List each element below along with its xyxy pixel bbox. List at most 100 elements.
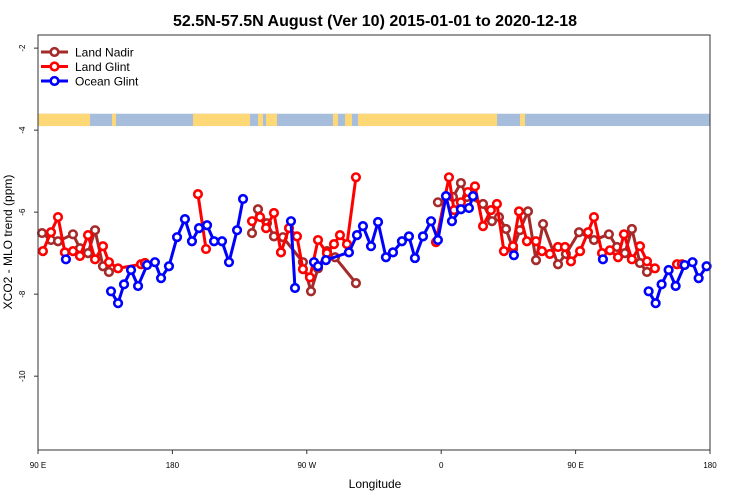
data-point xyxy=(252,204,264,215)
data-point xyxy=(163,261,175,272)
data-point xyxy=(103,266,115,278)
data-point xyxy=(693,273,704,284)
y-tick-label: -2 xyxy=(18,44,27,52)
y-axis: -2 -4 -6 -8 -10 xyxy=(18,44,38,382)
data-point xyxy=(351,230,363,241)
data-point xyxy=(289,282,301,294)
data-point xyxy=(67,229,79,240)
data-point xyxy=(507,241,519,252)
land-strip xyxy=(358,113,497,127)
data-point xyxy=(112,263,124,274)
data-point xyxy=(626,254,637,265)
data-point xyxy=(650,298,661,309)
data-point xyxy=(365,241,377,252)
data-point xyxy=(455,204,467,215)
data-point xyxy=(565,256,577,267)
data-point xyxy=(105,286,117,297)
data-point xyxy=(67,246,79,257)
data-point xyxy=(305,286,317,297)
data-point xyxy=(291,231,303,242)
data-point xyxy=(223,257,235,268)
y-tick-label: -10 xyxy=(18,370,27,382)
legend-item: Land Nadir xyxy=(41,46,134,60)
data-point xyxy=(82,230,94,241)
data-point xyxy=(486,216,498,227)
data-point xyxy=(208,236,220,247)
data-point xyxy=(537,218,549,230)
data-point xyxy=(508,250,520,261)
plot-frame xyxy=(37,34,711,451)
legend-item: Land Glint xyxy=(41,60,130,74)
data-point xyxy=(155,273,167,284)
data-point xyxy=(37,246,49,257)
data-point xyxy=(500,223,512,235)
data-point xyxy=(641,266,653,278)
data-point xyxy=(312,234,324,246)
land-strip xyxy=(258,113,263,127)
data-point xyxy=(231,225,243,236)
data-point xyxy=(485,205,497,216)
data-point xyxy=(246,227,258,239)
data-point xyxy=(171,232,183,243)
data-point xyxy=(573,227,585,238)
data-point xyxy=(396,236,408,247)
series-ocean-glint xyxy=(60,191,712,309)
y-tick-label: -8 xyxy=(18,290,27,298)
y-tick-label: -4 xyxy=(18,126,27,134)
data-point xyxy=(275,247,287,258)
data-point xyxy=(341,239,353,250)
data-point xyxy=(649,263,660,274)
data-point xyxy=(179,214,191,225)
data-point xyxy=(604,245,616,256)
data-point xyxy=(260,223,272,234)
data-point xyxy=(626,223,637,235)
data-point xyxy=(192,189,204,200)
data-point xyxy=(603,229,615,240)
data-point xyxy=(149,257,161,268)
x-tick-label: 180 xyxy=(166,461,180,470)
data-point xyxy=(60,254,72,265)
data-point xyxy=(544,248,556,260)
data-point xyxy=(432,234,444,246)
legend-label: Ocean Glint xyxy=(75,75,139,89)
data-point xyxy=(193,223,205,234)
data-point xyxy=(463,202,475,214)
data-point xyxy=(380,252,392,263)
y-tick-label: -6 xyxy=(18,208,27,216)
land-strip xyxy=(38,113,90,127)
data-point xyxy=(103,257,115,268)
data-point xyxy=(552,259,564,270)
data-point xyxy=(559,241,571,253)
data-point xyxy=(387,247,399,258)
series-line xyxy=(196,193,208,250)
data-point xyxy=(74,250,86,262)
land-strip xyxy=(333,113,338,127)
data-point xyxy=(343,247,355,258)
data-point xyxy=(254,211,266,223)
data-point xyxy=(536,246,548,257)
data-point xyxy=(498,246,510,257)
legend-swatch-marker xyxy=(49,75,60,87)
chart-title: 52.5N-57.5N August (Ver 10) 2015-01-01 t… xyxy=(173,13,577,30)
data-point xyxy=(403,231,415,242)
data-point xyxy=(612,252,624,263)
data-point xyxy=(417,231,429,242)
x-tick-label: 90 E xyxy=(30,461,46,470)
x-tick-label: 90 E xyxy=(567,461,583,470)
data-point xyxy=(89,254,101,265)
data-point xyxy=(201,220,213,231)
legend-swatch-marker xyxy=(49,46,60,58)
data-point xyxy=(530,236,542,247)
land-strip xyxy=(345,113,352,127)
data-point xyxy=(328,239,340,250)
legend-item: Ocean Glint xyxy=(41,75,139,89)
data-point xyxy=(440,191,452,202)
data-point xyxy=(97,241,109,252)
data-point xyxy=(304,272,316,283)
data-point xyxy=(521,236,533,247)
data-point xyxy=(656,279,667,290)
data-point xyxy=(112,298,124,309)
data-point xyxy=(52,211,64,223)
